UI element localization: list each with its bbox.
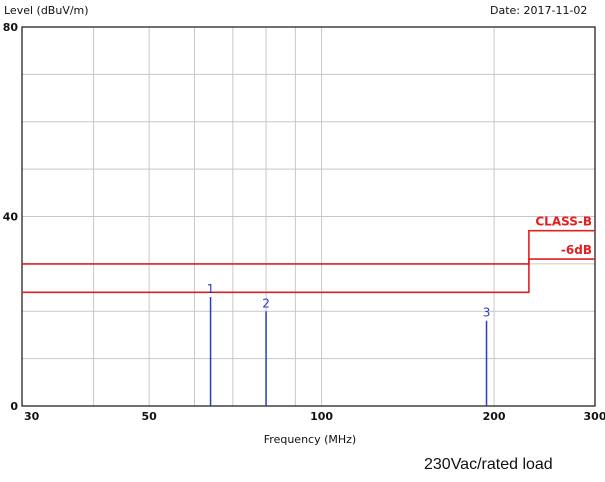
marker-label-1: 1	[207, 282, 215, 296]
plot-frame	[21, 26, 596, 407]
x-tick-label: 200	[483, 410, 506, 423]
limit-label-minus-6db: -6dB	[561, 243, 592, 257]
y-tick-label: 40	[3, 211, 19, 224]
marker-lines: 1 2 3	[207, 282, 491, 406]
x-tick-label: 50	[141, 410, 157, 423]
test-condition-note: 230Vac/rated load	[424, 456, 553, 473]
tick-labels: 30 50 100 200 300 0 40 80	[3, 21, 605, 423]
x-tick-label: 100	[310, 410, 333, 423]
limit-line-class-b	[22, 229, 595, 265]
limit-label-class-b: CLASS-B	[535, 215, 592, 229]
y-axis-label: Level (dBuV/m)	[4, 4, 89, 17]
marker-label-2: 2	[262, 296, 270, 310]
x-tick-label: 30	[24, 410, 40, 423]
x-axis-label: Frequency (MHz)	[264, 433, 356, 446]
limit-line-minus-6db	[22, 258, 595, 294]
x-tick-label: 300	[584, 410, 605, 423]
y-tick-label: 0	[10, 400, 18, 413]
grid-lines	[22, 27, 595, 406]
date-label: Date: 2017-11-02	[490, 4, 587, 17]
marker-label-3: 3	[483, 306, 491, 320]
limit-lines: CLASS-B -6dB	[22, 215, 595, 294]
y-tick-label: 80	[3, 21, 19, 34]
